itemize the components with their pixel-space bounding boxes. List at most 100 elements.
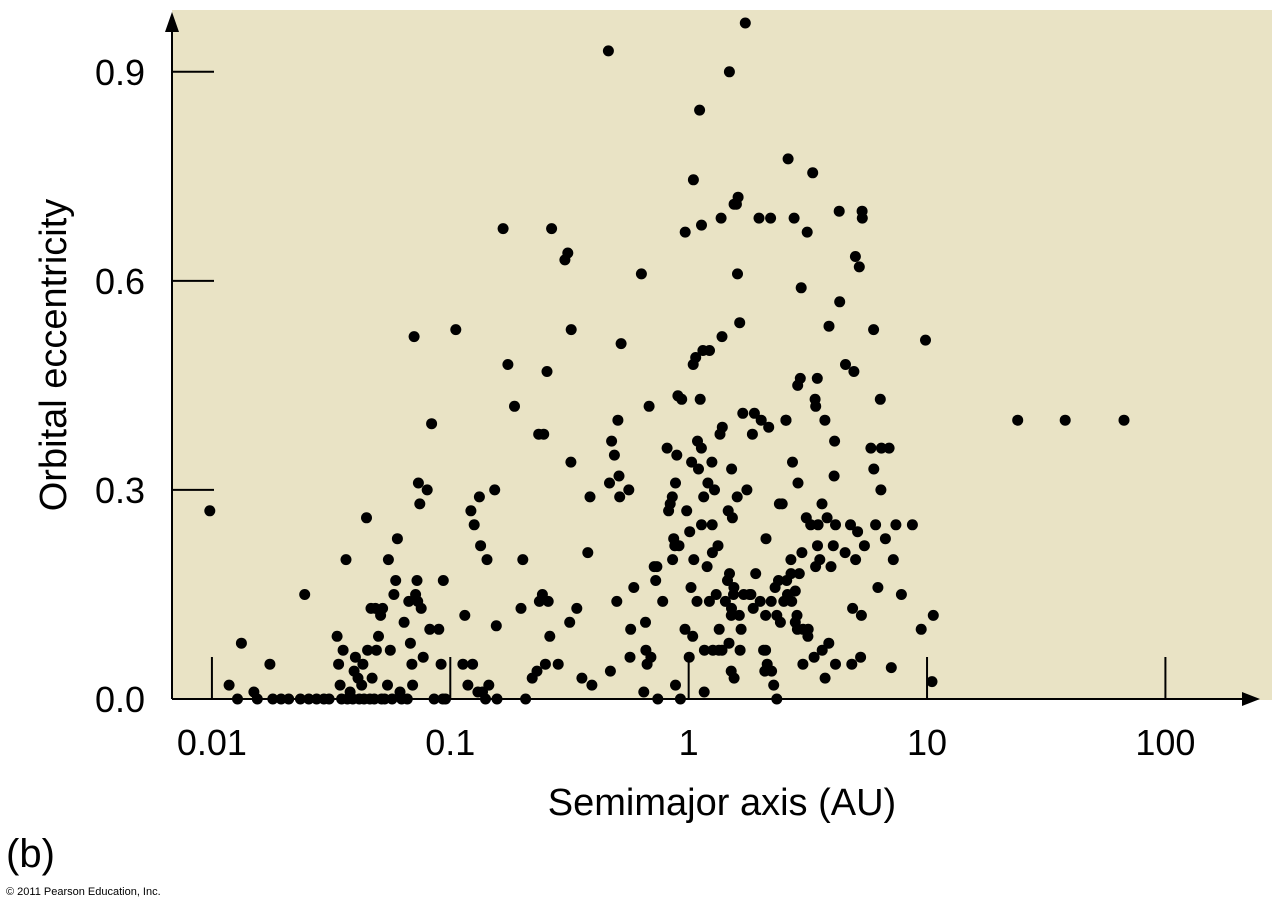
data-point <box>716 421 728 433</box>
data-point <box>334 679 346 691</box>
data-point <box>614 491 626 503</box>
data-point <box>741 484 753 496</box>
data-point <box>223 679 235 691</box>
data-point <box>760 533 772 545</box>
data-point <box>411 575 423 586</box>
data-point <box>687 630 699 642</box>
data-point <box>827 540 839 552</box>
data-point <box>531 665 543 677</box>
data-point <box>823 637 835 649</box>
data-point <box>628 582 640 593</box>
data-point <box>906 519 918 531</box>
data-point <box>450 324 462 336</box>
y-tick-label: 0.6 <box>95 261 145 302</box>
data-point <box>403 595 415 607</box>
data-point <box>373 630 384 642</box>
data-point <box>879 533 891 545</box>
data-point <box>726 512 738 524</box>
data-point <box>382 679 393 691</box>
data-point <box>755 414 767 426</box>
data-point <box>875 442 887 454</box>
data-point <box>391 533 403 545</box>
data-point <box>870 519 882 531</box>
data-point <box>606 435 618 447</box>
data-point <box>915 623 927 635</box>
data-point <box>377 602 389 614</box>
data-point <box>398 616 410 628</box>
data-point <box>774 616 786 628</box>
data-point <box>349 651 361 663</box>
data-point <box>624 651 636 663</box>
data-point <box>785 554 797 566</box>
data-point <box>702 477 714 489</box>
data-point <box>695 442 707 454</box>
data-point <box>608 449 620 461</box>
data-point <box>728 672 740 684</box>
data-point <box>612 414 624 426</box>
data-points <box>204 17 1130 705</box>
data-point <box>883 442 895 454</box>
data-point <box>855 609 867 621</box>
data-point <box>415 602 427 614</box>
data-point <box>693 463 704 475</box>
data-point <box>846 658 858 670</box>
data-point <box>849 251 861 262</box>
data-point <box>927 609 939 621</box>
data-point <box>728 582 740 593</box>
data-point <box>791 609 803 621</box>
data-point <box>502 359 514 370</box>
data-point <box>737 407 749 419</box>
data-point <box>723 637 735 649</box>
data-point <box>830 658 841 670</box>
data-point <box>685 582 697 593</box>
data-point <box>853 261 865 273</box>
data-point <box>710 589 722 600</box>
data-point <box>840 359 851 370</box>
plot-background <box>172 10 1272 700</box>
data-point <box>489 484 501 496</box>
data-point <box>735 623 747 635</box>
data-point <box>390 575 402 586</box>
data-point <box>845 519 856 531</box>
data-point <box>651 561 663 573</box>
data-point <box>753 212 765 224</box>
data-point <box>786 595 798 607</box>
data-point <box>706 456 718 468</box>
data-point <box>538 428 550 440</box>
data-point <box>541 366 553 377</box>
data-point <box>435 658 447 670</box>
data-point <box>684 526 696 538</box>
data-point <box>623 484 635 496</box>
data-point <box>407 679 419 691</box>
data-point <box>638 686 650 698</box>
data-point <box>676 393 688 405</box>
data-point <box>539 658 551 670</box>
data-point <box>926 676 938 688</box>
data-point <box>787 456 798 468</box>
data-point <box>712 540 724 552</box>
data-point <box>417 651 429 663</box>
data-point <box>765 212 777 224</box>
data-point <box>746 428 758 440</box>
ticks: 0.01 0.1 1 10 100 0.0 0.3 0.6 0.9 <box>95 52 1195 763</box>
copyright-notice: © 2011 Pearson Education, Inc. <box>6 886 161 898</box>
data-point <box>388 589 400 600</box>
x-tick-label: 0.1 <box>425 722 475 763</box>
data-point <box>704 345 715 356</box>
data-point <box>698 644 710 656</box>
data-point <box>264 658 276 670</box>
data-point <box>582 547 594 559</box>
data-point <box>852 526 864 538</box>
data-point <box>723 66 735 78</box>
data-point <box>825 561 837 573</box>
data-point <box>734 317 746 329</box>
data-point <box>414 498 426 510</box>
data-point <box>691 595 703 607</box>
x-axis-title: Semimajor axis (AU) <box>548 782 896 824</box>
data-point <box>801 226 813 238</box>
data-point <box>299 589 311 600</box>
data-point <box>412 477 424 489</box>
data-point <box>544 630 556 642</box>
data-point <box>384 644 396 656</box>
